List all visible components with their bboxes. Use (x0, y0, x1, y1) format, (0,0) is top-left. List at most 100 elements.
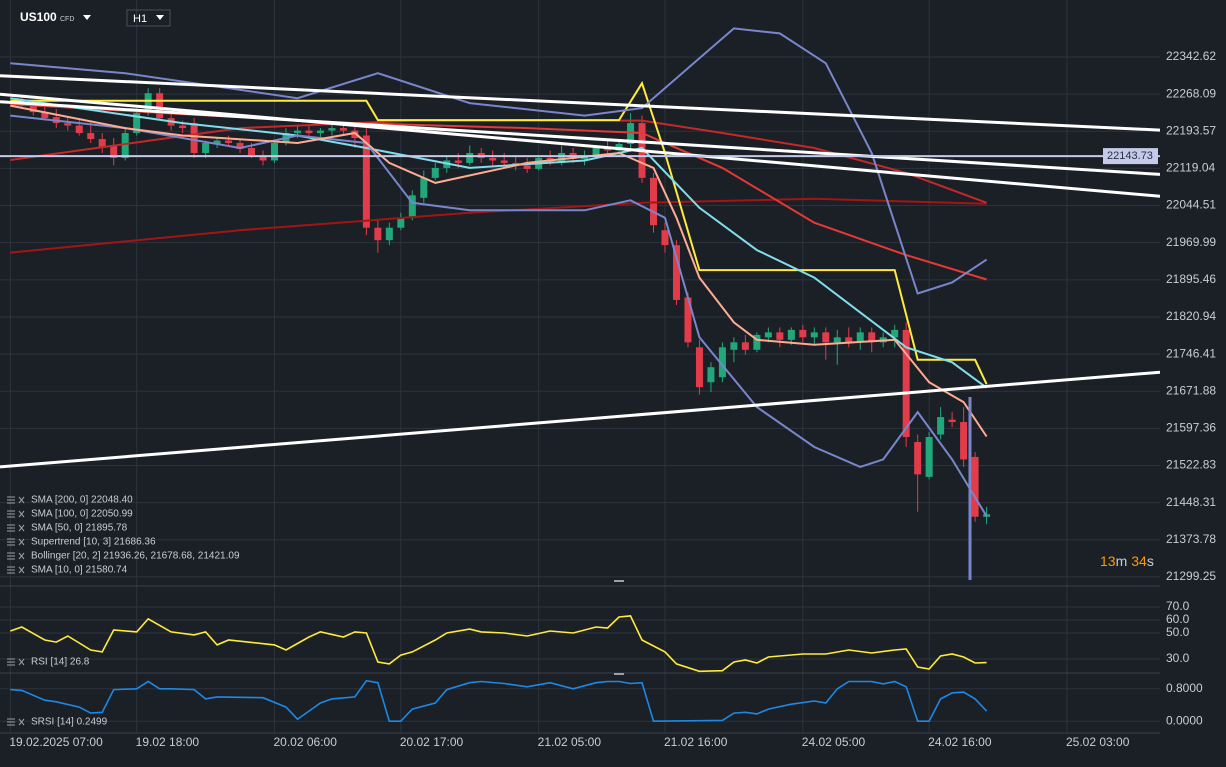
legend-entry: SRSI [14] 0.2499 (31, 717, 108, 728)
y-tick-label: 21895.46 (1166, 272, 1216, 286)
price-line-label: 22143.73 (1107, 150, 1153, 162)
candle-body (305, 130, 313, 134)
candle-body (328, 128, 336, 131)
y-tick-label: 30.0 (1166, 651, 1190, 665)
main-plot (0, 27, 1160, 525)
trendline (0, 74, 1160, 132)
y-tick-label: 21597.36 (1166, 421, 1216, 435)
x-tick-label: 20.02 17:00 (400, 735, 464, 749)
candle-body (500, 160, 508, 163)
candle-body (374, 227, 382, 241)
y-tick-label: 21746.41 (1166, 346, 1216, 360)
sub-plots (10, 615, 988, 723)
legend-icon (7, 566, 25, 574)
candle-body (362, 135, 370, 228)
symbol-dropdown[interactable] (83, 15, 91, 20)
candle-body (489, 157, 497, 161)
y-tick-label: 60.0 (1166, 612, 1190, 626)
candle-body (523, 165, 531, 169)
trendline (0, 100, 1160, 176)
indicator-line (10, 119, 987, 204)
candle-body (730, 342, 738, 350)
candle-body (466, 152, 474, 163)
y-tick-label: 21299.25 (1166, 569, 1216, 583)
candle-body (868, 332, 876, 343)
candle-body (741, 342, 749, 350)
candle-body (248, 147, 256, 156)
x-tick-label: 25.02 03:00 (1066, 735, 1130, 749)
candle-body (110, 145, 118, 158)
trendline (0, 92, 1160, 198)
timer-seconds-unit: s (1147, 553, 1154, 569)
y-tick-label: 21820.94 (1166, 309, 1216, 323)
timeframe-box[interactable] (126, 9, 171, 27)
y-tick-label: 50.0 (1166, 625, 1190, 639)
oscillator-line (10, 679, 988, 723)
candle-body (764, 332, 772, 338)
candle-body (902, 329, 910, 438)
panel-handle[interactable] (614, 673, 624, 675)
x-tick-label: 24.02 16:00 (928, 735, 992, 749)
y-tick-label: 22044.51 (1166, 198, 1216, 212)
candle-body (684, 297, 692, 343)
indicator-line (10, 104, 988, 438)
candle-body (75, 125, 83, 134)
candle-body (144, 93, 152, 114)
candle-body (810, 332, 818, 338)
candle-body (948, 419, 956, 423)
candle-body (202, 143, 210, 153)
symbol[interactable]: US100 (20, 10, 57, 24)
y-tick-label: 0.8000 (1166, 681, 1203, 695)
panel-handle[interactable] (614, 580, 624, 582)
candle-body (822, 332, 830, 343)
candle-body (925, 437, 933, 477)
candle-body (64, 123, 72, 126)
legend-entry: SMA [200, 0] 22048.40 (31, 495, 133, 506)
candle-body (661, 230, 669, 246)
timeframe[interactable]: H1 (133, 13, 147, 25)
candle-body (87, 133, 95, 140)
candle-body (776, 332, 784, 340)
candle-body (98, 139, 106, 148)
candle-body (960, 422, 968, 460)
candle-body (937, 417, 945, 435)
labels: 19.02.2025 07:00 19.02 18:00 20.02 06:00 20… (7, 49, 1216, 749)
y-tick-label: 22193.57 (1166, 123, 1216, 137)
candle-body (190, 123, 198, 153)
legend-entry: SMA [10, 0] 21580.74 (31, 565, 128, 576)
y-tick-label: 21448.31 (1166, 495, 1216, 509)
candle-body (695, 347, 703, 388)
candle-body (408, 195, 416, 218)
candle-body (592, 147, 600, 156)
candle-body (718, 347, 726, 378)
x-tick-label: 24.02 05:00 (802, 735, 866, 749)
oscillator-line (10, 615, 987, 673)
y-tick-label: 70.0 (1166, 599, 1190, 613)
candle-body (179, 125, 187, 129)
legend-icon (7, 538, 25, 546)
x-tick-label: 19.02.2025 07:00 (9, 735, 103, 749)
candle-body (397, 217, 405, 228)
candle-body (856, 332, 864, 343)
y-tick-label: 21373.78 (1166, 532, 1216, 546)
legend-icon (7, 718, 25, 726)
timer-minutes-unit: m (1116, 553, 1128, 569)
y-tick-label: 21671.88 (1166, 383, 1216, 397)
candle-body (454, 160, 462, 163)
candle-body (339, 128, 347, 131)
candle-body (787, 329, 795, 340)
candle-body (891, 329, 899, 338)
candle-body (316, 130, 324, 134)
candle-body (121, 133, 129, 158)
candle-body (971, 456, 979, 517)
x-tick-label: 20.02 06:00 (273, 735, 337, 749)
indicator-line (10, 114, 988, 517)
candle-body (41, 112, 49, 119)
timeframe-dropdown[interactable] (156, 15, 164, 20)
price-line-tag (1103, 148, 1158, 165)
candle-body (672, 245, 680, 300)
candle-body (799, 329, 807, 338)
candle-body (270, 143, 278, 161)
timer-minutes: 13 (1100, 553, 1116, 569)
